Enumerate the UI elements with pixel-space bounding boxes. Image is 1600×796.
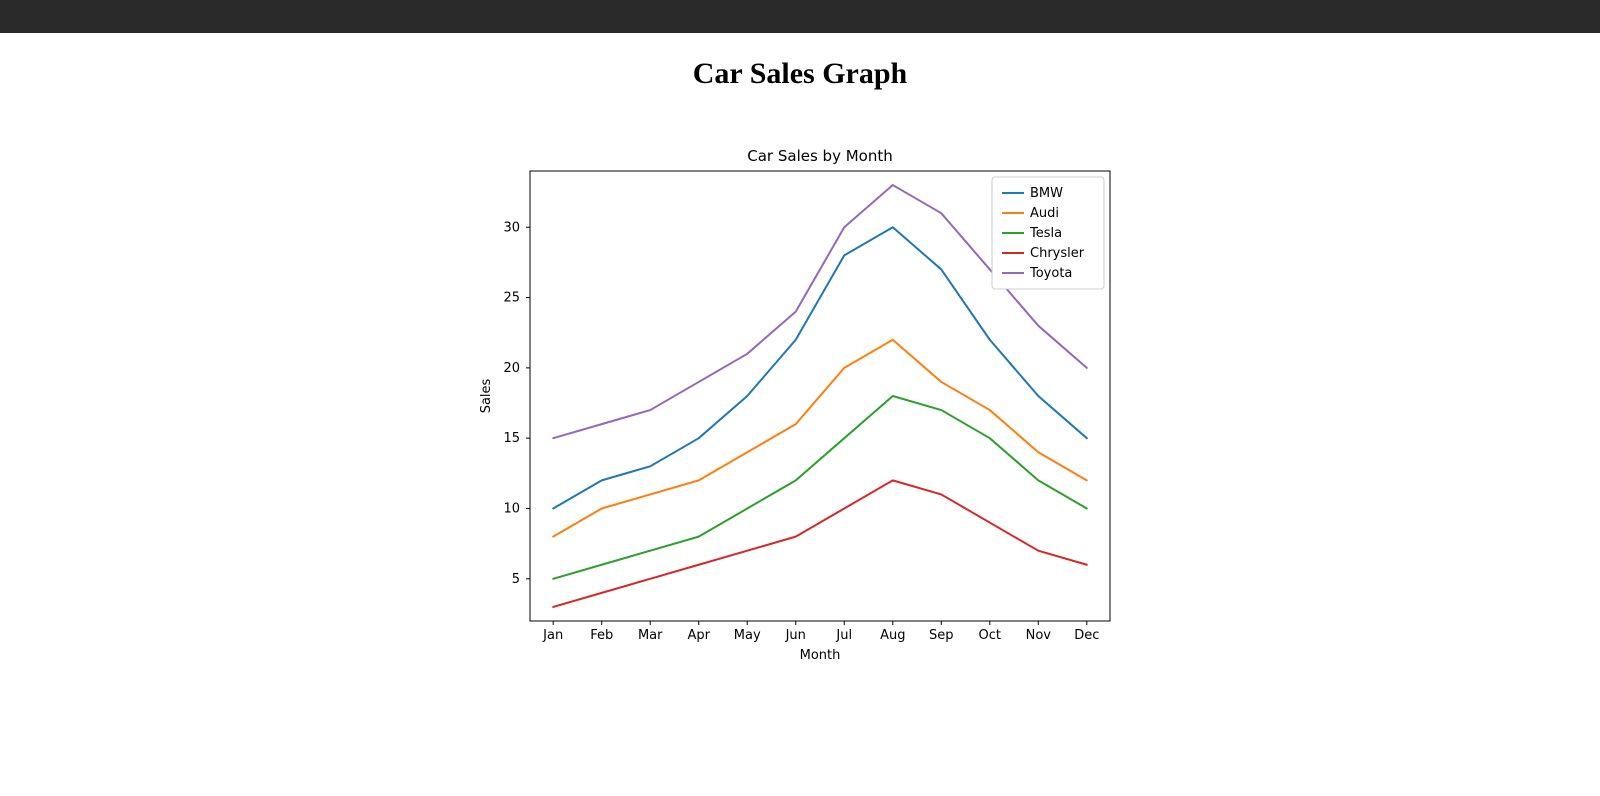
y-axis-label: Sales bbox=[479, 378, 494, 413]
x-tick-label: Oct bbox=[979, 628, 1001, 643]
x-tick-label: Jul bbox=[835, 628, 852, 643]
x-axis-label: Month bbox=[800, 648, 841, 663]
legend-label-bmw: BMW bbox=[1030, 186, 1063, 201]
y-tick-label: 25 bbox=[503, 291, 520, 306]
chart-container: 5 10 15 20 25 30 Jan Feb Mar Apr May Jun Jul Aug Sep Oc… bbox=[0, 141, 1600, 681]
y-tick-label: 15 bbox=[503, 431, 520, 446]
legend-label-audi: Audi bbox=[1030, 206, 1059, 221]
x-tick-label: Nov bbox=[1026, 628, 1052, 643]
x-tick-label: Aug bbox=[880, 628, 905, 643]
y-tick-label: 10 bbox=[503, 502, 520, 517]
car-sales-chart: 5 10 15 20 25 30 Jan Feb Mar Apr May Jun Jul Aug Sep Oc… bbox=[460, 141, 1140, 681]
y-tick-label: 30 bbox=[503, 220, 520, 235]
chart-title: Car Sales by Month bbox=[747, 147, 892, 165]
y-tick-label: 20 bbox=[503, 361, 520, 376]
page-title: Car Sales Graph bbox=[0, 57, 1600, 91]
x-tick-label: Jan bbox=[542, 628, 563, 643]
legend-label-toyota: Toyota bbox=[1029, 266, 1072, 281]
y-tick-label: 5 bbox=[512, 572, 520, 587]
x-tick-label: Dec bbox=[1074, 628, 1099, 643]
x-tick-label: Apr bbox=[687, 628, 710, 643]
x-tick-label: Feb bbox=[590, 628, 613, 643]
x-tick-label: Mar bbox=[638, 628, 663, 643]
x-tick-label: May bbox=[734, 628, 761, 643]
legend-label-chrysler: Chrysler bbox=[1030, 246, 1085, 261]
x-tick-label: Sep bbox=[929, 628, 954, 643]
x-tick-label: Jun bbox=[785, 628, 806, 643]
legend-label-tesla: Tesla bbox=[1029, 226, 1062, 241]
top-bar bbox=[0, 0, 1600, 33]
